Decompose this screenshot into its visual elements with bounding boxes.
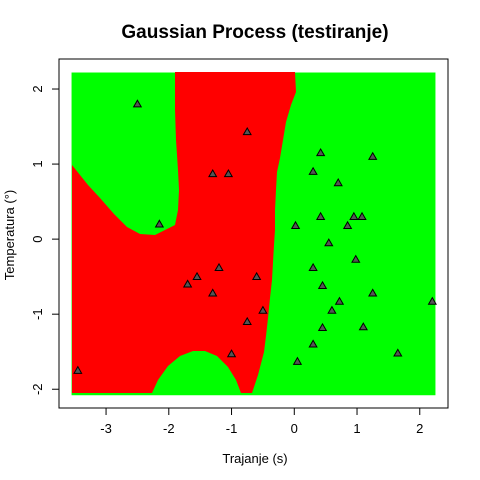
data-point bbox=[182, 279, 193, 288]
x-axis: -3 -2 -1 0 1 2 bbox=[100, 407, 423, 436]
data-point bbox=[357, 211, 367, 220]
data-point bbox=[351, 254, 361, 263]
data-point bbox=[154, 219, 165, 228]
data-point bbox=[251, 271, 262, 281]
data-point bbox=[317, 280, 328, 290]
chart-title: Gaussian Process (testiranje) bbox=[121, 22, 388, 43]
data-point bbox=[226, 349, 237, 358]
data-points bbox=[73, 99, 437, 374]
data-point bbox=[368, 288, 378, 297]
data-point bbox=[427, 296, 437, 305]
y-axis: -2 -1 0 1 2 bbox=[30, 85, 60, 395]
decision-regions bbox=[71, 72, 436, 396]
data-point bbox=[308, 339, 318, 348]
x-tick-label: 2 bbox=[416, 421, 423, 436]
y-tick-label: 0 bbox=[30, 236, 45, 243]
data-point bbox=[308, 262, 318, 271]
x-tick-label: -3 bbox=[100, 421, 112, 436]
x-tick-label: -2 bbox=[163, 421, 175, 436]
x-tick-label: 0 bbox=[291, 421, 298, 436]
y-tick-label: 1 bbox=[30, 160, 45, 167]
y-tick-label: -2 bbox=[30, 383, 45, 395]
data-point bbox=[292, 356, 303, 365]
data-point bbox=[333, 178, 343, 187]
y-tick-label: -1 bbox=[30, 308, 45, 320]
data-point bbox=[242, 126, 252, 136]
data-point bbox=[327, 305, 337, 314]
data-point bbox=[73, 365, 83, 374]
y-axis-label: Temperatura (°) bbox=[2, 190, 17, 280]
data-point bbox=[290, 220, 301, 229]
data-point bbox=[342, 220, 353, 229]
data-point bbox=[208, 169, 218, 178]
data-point bbox=[258, 305, 268, 314]
y-tick-label: 2 bbox=[30, 85, 45, 92]
data-point bbox=[349, 211, 359, 220]
data-point bbox=[132, 99, 143, 108]
x-axis-label: Trajanje (s) bbox=[222, 451, 287, 466]
data-point bbox=[334, 296, 345, 305]
data-point bbox=[393, 348, 403, 357]
data-point bbox=[315, 211, 326, 220]
data-point bbox=[214, 262, 224, 271]
data-point bbox=[368, 151, 378, 160]
region-class-a bbox=[72, 72, 296, 393]
data-point bbox=[192, 271, 202, 281]
data-point bbox=[358, 322, 368, 331]
data-point bbox=[317, 322, 328, 332]
x-tick-label: -1 bbox=[226, 421, 238, 436]
data-point bbox=[208, 288, 218, 297]
data-point bbox=[315, 148, 326, 157]
data-point bbox=[242, 316, 252, 326]
data-point bbox=[308, 166, 318, 175]
data-point bbox=[223, 169, 234, 178]
data-point bbox=[324, 238, 334, 247]
x-tick-label: 1 bbox=[353, 421, 360, 436]
